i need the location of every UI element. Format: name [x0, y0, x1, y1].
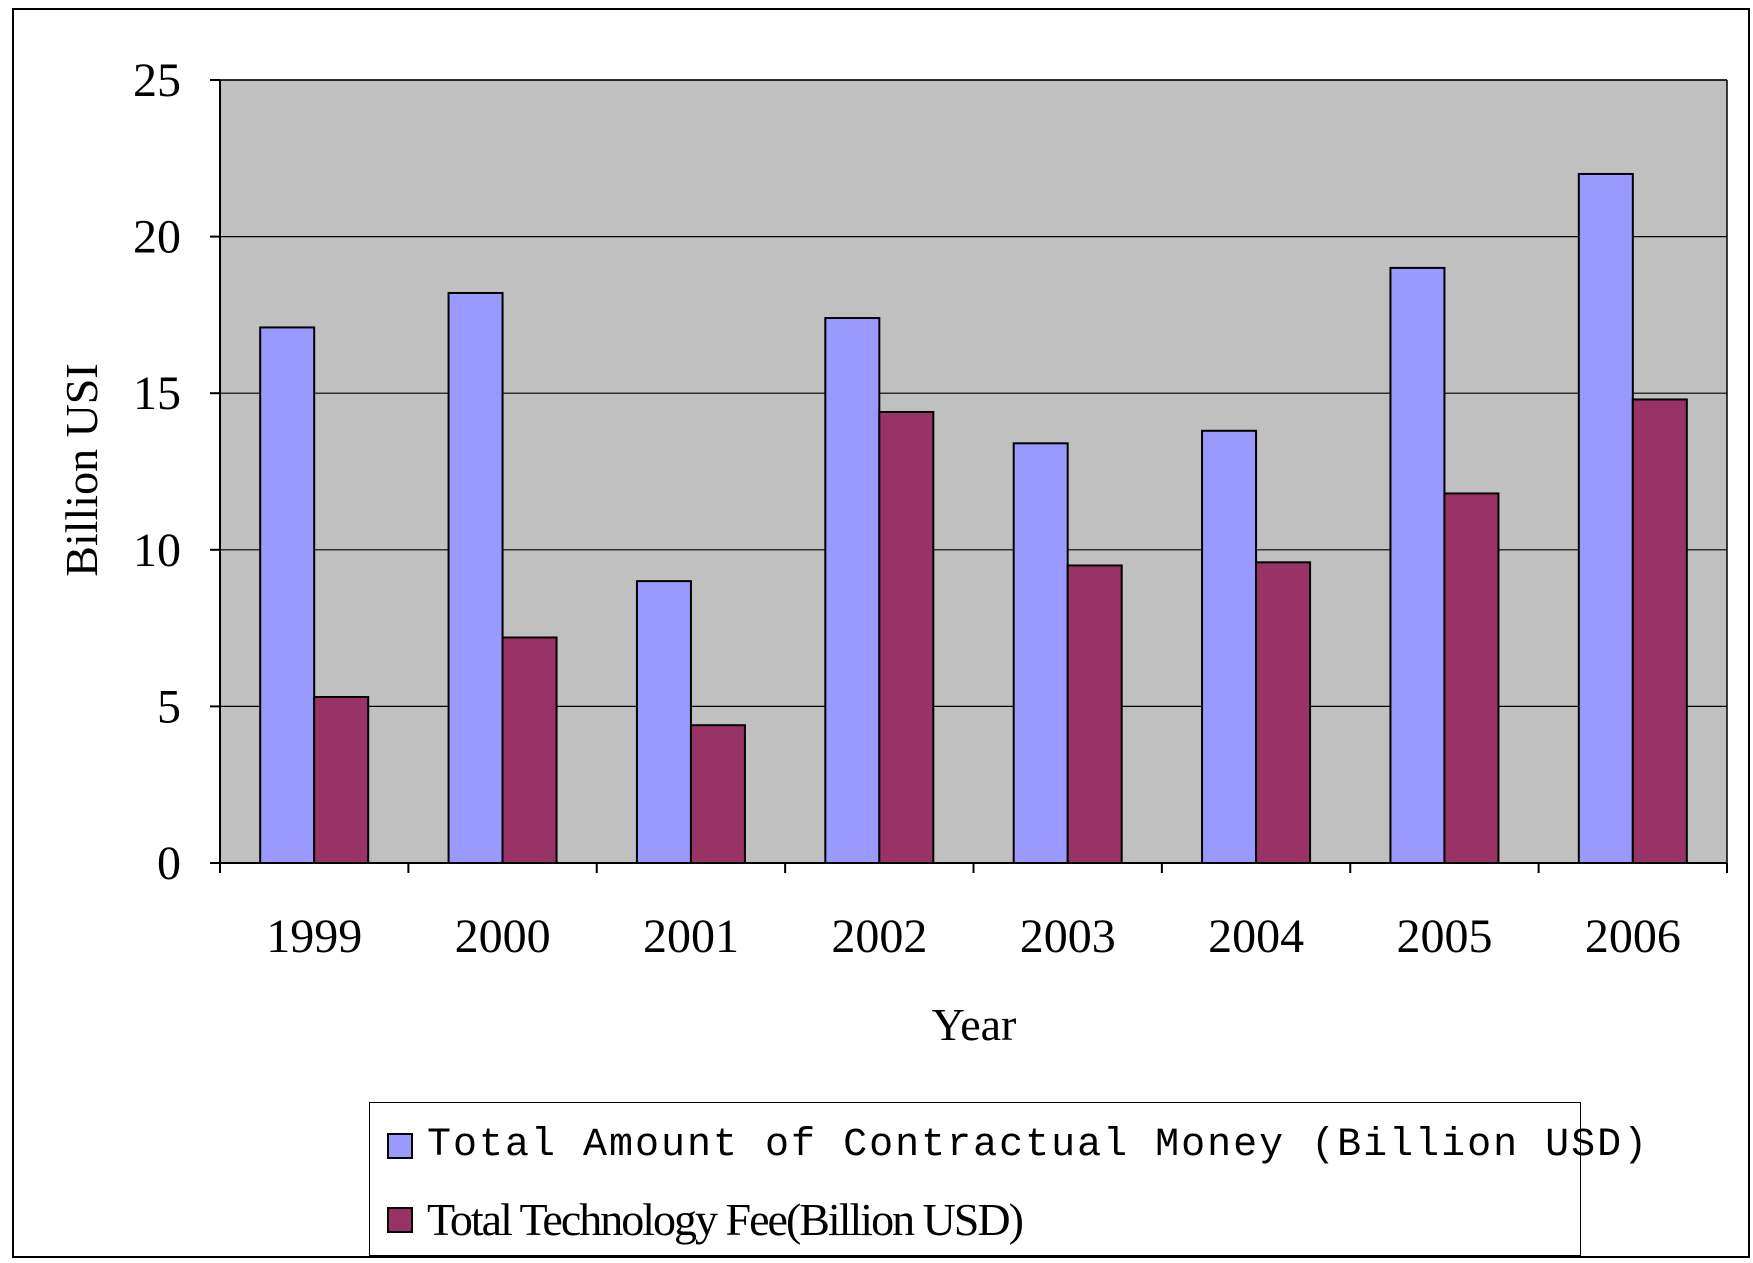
- x-tick-label-2006: 2006: [1585, 910, 1681, 963]
- bar-technology-fee-2001: [689, 724, 746, 865]
- bar-technology-fee-2000: [501, 636, 558, 864]
- plot-area: [220, 80, 1727, 863]
- legend-swatch-contractual-money: [387, 1132, 413, 1159]
- legend-item-technology-fee: Total Technology Fee(Billion USD): [387, 1193, 1024, 1246]
- x-tick-label-2000: 2000: [455, 910, 551, 963]
- y-tick-label-20: 20: [133, 211, 181, 264]
- bar-technology-fee-2006: [1631, 398, 1688, 864]
- y-tick-label-5: 5: [157, 680, 181, 733]
- bar-contractual-money-1999: [259, 326, 316, 865]
- x-tick-label-2003: 2003: [1020, 910, 1116, 963]
- bar-contractual-money-2004: [1201, 429, 1258, 864]
- legend-label-technology-fee: Total Technology Fee(Billion USD): [427, 1194, 1024, 1245]
- legend-label-contractual-money: Total Amount of Contractual Money (Billi…: [427, 1123, 1650, 1168]
- y-tick-label-10: 10: [133, 524, 181, 577]
- bar-contractual-money-2003: [1012, 442, 1069, 864]
- y-tick-label-15: 15: [133, 367, 181, 420]
- bar-contractual-money-2000: [447, 291, 504, 864]
- bars: [259, 172, 1688, 865]
- x-tick-label-1999: 1999: [266, 910, 362, 963]
- legend: Total Amount of Contractual Money (Billi…: [369, 1102, 1647, 1256]
- bar-technology-fee-2004: [1255, 561, 1312, 864]
- bar-contractual-money-2001: [635, 580, 692, 864]
- y-axis-title: Billion USI: [56, 363, 107, 576]
- bar-technology-fee-2002: [878, 410, 935, 864]
- bar-technology-fee-2003: [1066, 564, 1123, 865]
- legend-swatch-technology-fee: [387, 1206, 413, 1233]
- x-tick-label-2004: 2004: [1208, 910, 1304, 963]
- legend-item-contractual-money: Total Amount of Contractual Money (Billi…: [387, 1123, 1649, 1168]
- bar-contractual-money-2006: [1577, 172, 1634, 864]
- x-tick-label-2002: 2002: [831, 910, 927, 963]
- x-tick-label-2005: 2005: [1396, 910, 1492, 963]
- bar-technology-fee-2005: [1443, 492, 1500, 864]
- x-tick-label-2001: 2001: [643, 910, 739, 963]
- x-axis-title: Year: [932, 999, 1017, 1050]
- y-tick-label-25: 25: [133, 54, 181, 107]
- axes: [210, 79, 1728, 873]
- y-tick-label-0: 0: [157, 837, 181, 890]
- bar-contractual-money-2002: [824, 317, 881, 865]
- bar-contractual-money-2005: [1389, 266, 1446, 865]
- tick-labels: 0 5 10 15 20 25 1999 2000 2001 2002 2003 2004 2005 20…: [133, 54, 1681, 963]
- bar-technology-fee-1999: [313, 696, 370, 865]
